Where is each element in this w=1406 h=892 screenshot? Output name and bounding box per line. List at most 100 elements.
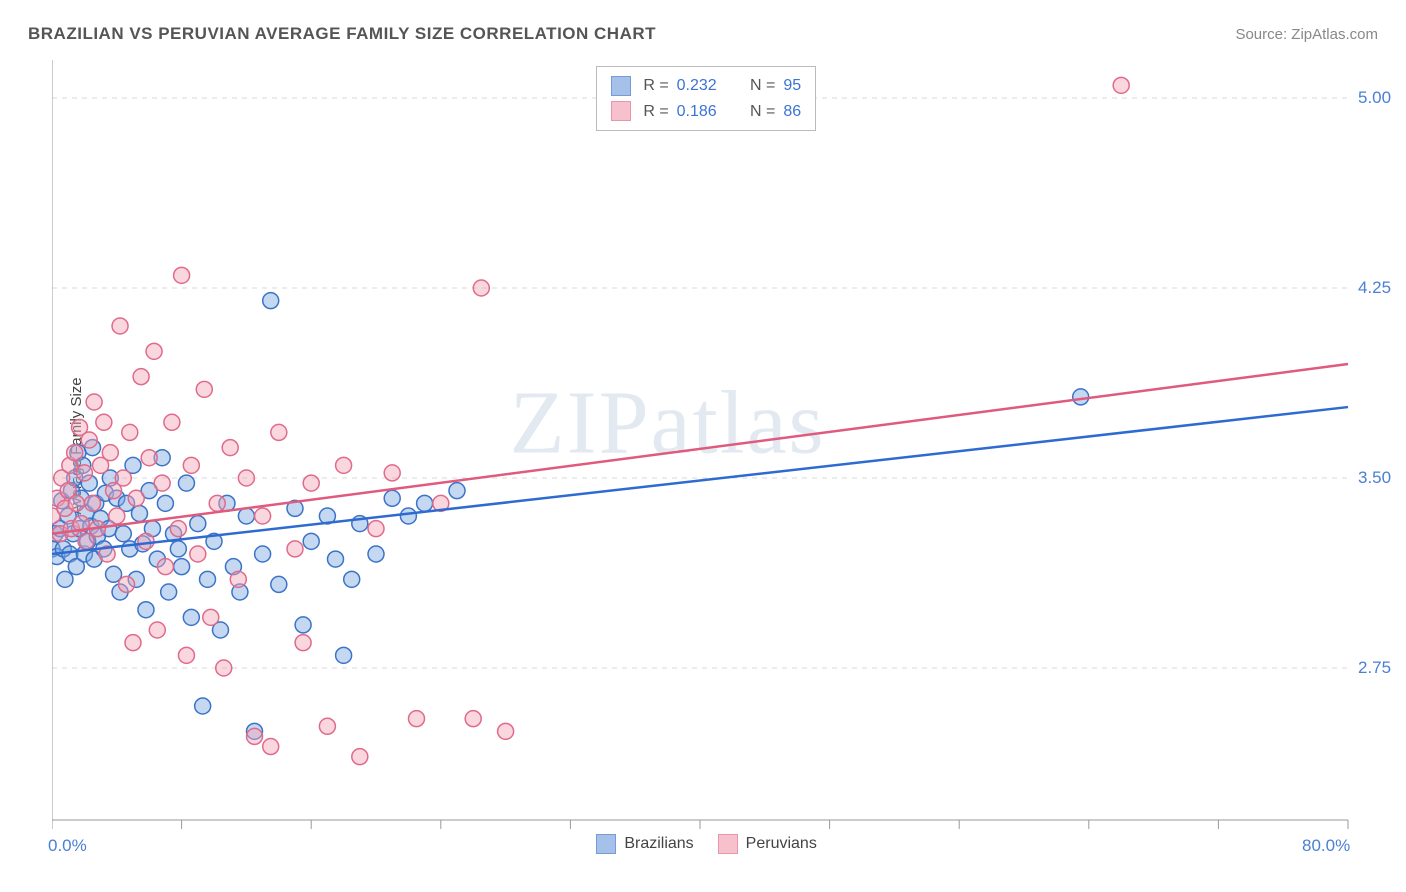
- data-point: [154, 475, 170, 491]
- data-point: [263, 739, 279, 755]
- data-point: [146, 343, 162, 359]
- legend-swatch: [718, 834, 738, 854]
- data-point: [161, 584, 177, 600]
- data-point: [170, 521, 186, 537]
- x-axis-start-label: 0.0%: [48, 836, 87, 856]
- y-tick-label: 4.25: [1358, 278, 1391, 298]
- data-point: [183, 609, 199, 625]
- legend-item: Brazilians: [596, 834, 693, 854]
- data-point: [76, 465, 92, 481]
- chart-title: BRAZILIAN VS PERUVIAN AVERAGE FAMILY SIZ…: [28, 24, 656, 44]
- chart-svg: ZIPatlas: [52, 60, 1382, 852]
- data-point: [81, 432, 97, 448]
- data-point: [115, 526, 131, 542]
- data-point: [190, 546, 206, 562]
- data-point: [200, 571, 216, 587]
- data-point: [498, 723, 514, 739]
- data-point: [344, 571, 360, 587]
- data-point: [222, 440, 238, 456]
- legend-label: Brazilians: [624, 835, 693, 853]
- legend-label: Peruvians: [746, 835, 817, 853]
- data-point: [417, 495, 433, 511]
- r-value: 0.232: [677, 73, 717, 99]
- data-point: [255, 508, 271, 524]
- data-point: [157, 495, 173, 511]
- n-value: 86: [783, 99, 801, 125]
- data-point: [115, 470, 131, 486]
- legend-swatch: [596, 834, 616, 854]
- data-point: [400, 508, 416, 524]
- data-point: [183, 457, 199, 473]
- data-point: [57, 571, 73, 587]
- n-label: N =: [750, 73, 775, 99]
- data-point: [230, 571, 246, 587]
- data-point: [138, 602, 154, 618]
- data-point: [112, 318, 128, 334]
- data-point: [449, 483, 465, 499]
- data-point: [1073, 389, 1089, 405]
- n-label: N =: [750, 99, 775, 125]
- data-point: [164, 414, 180, 430]
- data-point: [67, 445, 83, 461]
- data-point: [255, 546, 271, 562]
- y-tick-label: 3.50: [1358, 468, 1391, 488]
- data-point: [131, 505, 147, 521]
- data-point: [170, 541, 186, 557]
- data-point: [178, 647, 194, 663]
- x-axis-end-label: 80.0%: [1302, 836, 1350, 856]
- data-point: [319, 718, 335, 734]
- data-point: [203, 609, 219, 625]
- data-point: [238, 508, 254, 524]
- data-point: [1113, 77, 1129, 93]
- stats-legend: R = 0.232 N = 95R = 0.186 N = 86: [596, 66, 816, 131]
- data-point: [328, 551, 344, 567]
- data-point: [238, 470, 254, 486]
- data-point: [209, 495, 225, 511]
- data-point: [174, 267, 190, 283]
- data-point: [141, 450, 157, 466]
- data-point: [96, 414, 112, 430]
- data-point: [473, 280, 489, 296]
- data-point: [263, 293, 279, 309]
- data-point: [368, 521, 384, 537]
- data-point: [247, 728, 263, 744]
- data-point: [196, 381, 212, 397]
- chart-area: ZIPatlas: [52, 60, 1382, 820]
- data-point: [109, 508, 125, 524]
- data-point: [409, 711, 425, 727]
- source-label: Source: ZipAtlas.com: [1235, 26, 1378, 43]
- data-point: [195, 698, 211, 714]
- data-point: [271, 424, 287, 440]
- data-point: [178, 475, 194, 491]
- data-point: [295, 617, 311, 633]
- data-point: [122, 424, 138, 440]
- y-tick-label: 2.75: [1358, 658, 1391, 678]
- data-point: [336, 647, 352, 663]
- r-label: R =: [643, 99, 668, 125]
- data-point: [157, 559, 173, 575]
- data-point: [303, 475, 319, 491]
- watermark-text: ZIPatlas: [510, 374, 826, 473]
- data-point: [295, 635, 311, 651]
- data-point: [216, 660, 232, 676]
- data-point: [190, 516, 206, 532]
- data-point: [271, 576, 287, 592]
- data-point: [287, 541, 303, 557]
- legend-swatch: [611, 76, 631, 96]
- data-point: [368, 546, 384, 562]
- data-point: [138, 533, 154, 549]
- data-point: [128, 490, 144, 506]
- data-point: [125, 635, 141, 651]
- data-point: [102, 445, 118, 461]
- data-point: [133, 369, 149, 385]
- data-point: [78, 533, 94, 549]
- r-value: 0.186: [677, 99, 717, 125]
- data-point: [336, 457, 352, 473]
- data-point: [149, 622, 165, 638]
- data-point: [85, 495, 101, 511]
- data-point: [68, 495, 84, 511]
- r-label: R =: [643, 73, 668, 99]
- data-point: [384, 465, 400, 481]
- data-point: [174, 559, 190, 575]
- data-point: [384, 490, 400, 506]
